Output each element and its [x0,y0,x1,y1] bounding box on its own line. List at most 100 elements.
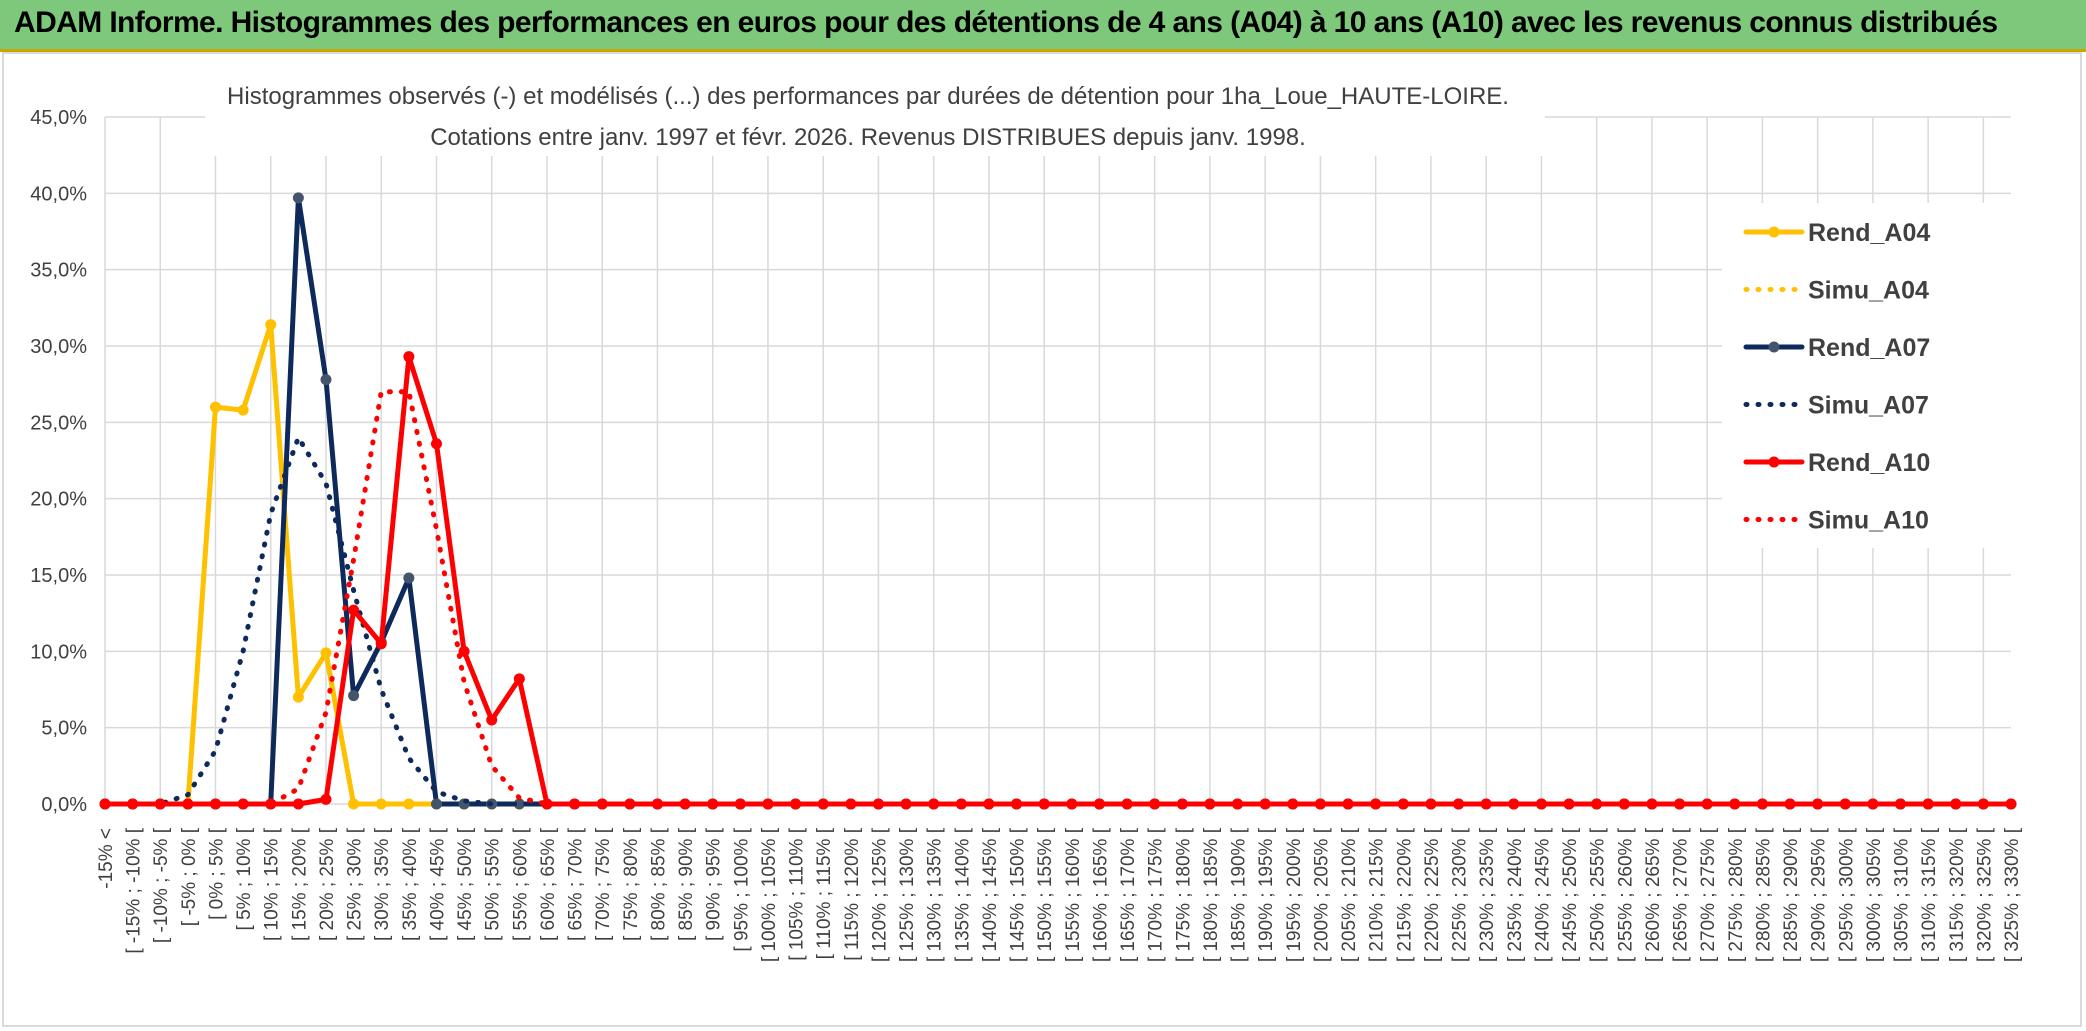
x-tick-label: [ 20% ; 25% [ [317,827,338,941]
series-point-rend-a10 [1176,798,1188,810]
y-tick-label: 0,0% [41,794,87,816]
x-tick-label: [ 310% ; 315% [ [1919,827,1940,962]
series-point-rend-a07 [430,798,442,810]
x-tick-label: [ 115% ; 120% [ [842,827,863,960]
x-tick-label: [ 125% ; 130% [ [897,827,918,962]
x-tick-label: [ 5% ; 10% [ [234,827,255,930]
legend-label: Simu_A07 [1808,392,1929,420]
series-point-rend-a10 [237,798,249,810]
series-point-rend-a10 [430,438,442,450]
series-point-rend-a10 [375,638,387,650]
y-tick-label: 40,0% [30,183,87,205]
x-tick-label: [ 195% ; 200% [ [1284,827,1305,962]
chart-title-background [205,74,1545,156]
x-tick-label: [ 170% ; 175% [ [1146,827,1167,962]
legend-label: Simu_A10 [1808,507,1929,535]
x-tick-label: [ 145% ; 150% [ [1008,827,1029,962]
x-tick-label: [ 270% ; 275% [ [1698,827,1719,962]
series-point-rend-a10 [320,793,332,805]
series-point-rend-a10 [513,673,525,685]
x-tick-label: [ 215% ; 220% [ [1394,827,1415,962]
y-tick-label: 25,0% [30,412,87,434]
series-point-rend-a10 [2005,798,2017,810]
x-tick-label: [ 210% ; 215% [ [1367,827,1388,962]
series-point-rend-a10 [651,798,663,810]
series-line-simu-a10 [102,389,2014,807]
x-tick-label: [ 280% ; 285% [ [1753,827,1774,962]
x-tick-label: [ 315% ; 320% [ [1947,827,1968,962]
series-point-rend-a04 [375,798,387,810]
x-tick-label: [ 45% ; 50% [ [455,827,476,941]
x-tick-label: [ 10% ; 15% [ [262,827,283,941]
x-tick-label: [ 0% ; 5% [ [206,827,227,920]
x-tick-label: [ 255% ; 260% [ [1615,827,1636,962]
x-tick-label: [ 320% ; 325% [ [1974,827,1995,962]
x-tick-label: [ 235% ; 240% [ [1505,827,1526,962]
x-tick-label: [ 110% ; 115% [ [814,827,835,959]
chart-title: Histogrammes observés (-) et modélisés (… [227,83,1509,110]
x-tick-label: [ 95% ; 100% [ [731,827,752,951]
series-point-rend-a10 [1922,798,1934,810]
series-point-rend-a07 [320,374,332,386]
legend-marker [1768,456,1780,468]
x-tick-label: [ 40% ; 45% [ [427,827,448,941]
series-point-rend-a10 [817,798,829,810]
x-tick-label: [ 205% ; 210% [ [1339,827,1360,962]
series-point-rend-a10 [1729,798,1741,810]
y-tick-label: 20,0% [30,489,87,511]
x-tick-label: [ -10% ; -5% [ [151,827,172,943]
series-point-rend-a10 [1287,798,1299,810]
x-tick-label: [ 230% ; 235% [ [1477,827,1498,962]
series-point-rend-a10 [1370,798,1382,810]
x-tick-label: [ 305% ; 310% [ [1892,827,1913,962]
x-tick-label: [ 75% ; 80% [ [621,827,642,941]
series-point-rend-a07 [348,690,360,702]
series-point-rend-a10 [486,714,498,726]
y-tick-label: 10,0% [30,641,87,663]
x-tick-label: [ 260% ; 265% [ [1643,827,1664,962]
x-tick-label: [ 180% ; 185% [ [1201,827,1222,962]
series-point-rend-a10 [541,798,553,810]
x-tick-label: [ 50% ; 55% [ [483,827,504,941]
series-point-rend-a10 [569,798,581,810]
series-point-rend-a04 [403,798,415,810]
x-tick-label: [ 25% ; 30% [ [345,827,366,941]
x-tick-label: [ 285% ; 290% [ [1781,827,1802,962]
x-axis-tick-labels: -15% < [ -15% ; -10% [[ -10% ; -5% [[ -5%… [96,827,2023,962]
series-point-rend-a10 [127,798,139,810]
series-point-rend-a10 [1204,798,1216,810]
y-tick-label: 15,0% [30,565,87,587]
x-tick-label: [ 160% ; 165% [ [1090,827,1111,962]
series-point-rend-a10 [1259,798,1271,810]
series-point-rend-a07 [513,798,525,810]
x-tick-label: [ 245% ; 250% [ [1560,827,1581,962]
series-point-rend-a10 [292,798,304,810]
series-point-rend-a10 [1756,798,1768,810]
x-tick-label: [ 265% ; 270% [ [1671,827,1692,962]
y-tick-label: 5,0% [41,718,87,740]
series-point-rend-a10 [1812,798,1824,810]
x-tick-label: [ 100% ; 105% [ [759,827,780,962]
legend-label: Rend_A04 [1808,219,1930,247]
series-point-rend-a10 [1453,798,1465,810]
chart-subtitle: Cotations entre janv. 1997 et févr. 2026… [430,124,1306,151]
x-tick-label: [ 165% ; 170% [ [1118,827,1139,962]
legend-marker [1768,226,1780,238]
series-point-rend-a10 [1011,798,1023,810]
series-point-rend-a10 [403,351,415,363]
chart-gridlines [104,116,2011,805]
y-tick-label: 30,0% [30,336,87,358]
series-point-rend-a10 [1563,798,1575,810]
x-tick-label: [ 150% ; 155% [ [1035,827,1056,962]
x-tick-label: [ 200% ; 205% [ [1311,827,1332,962]
x-tick-label: [ 65% ; 70% [ [566,827,587,941]
legend-marker [1768,341,1780,353]
y-tick-label: 45,0% [30,107,87,129]
series-point-rend-a10 [1093,798,1105,810]
x-tick-label: [ 300% ; 305% [ [1864,827,1885,962]
x-tick-label: [ 175% ; 180% [ [1173,827,1194,962]
x-tick-label: [ 250% ; 255% [ [1588,827,1609,962]
series-point-rend-a10 [1839,798,1851,810]
x-tick-label: [ 55% ; 60% [ [510,827,531,941]
